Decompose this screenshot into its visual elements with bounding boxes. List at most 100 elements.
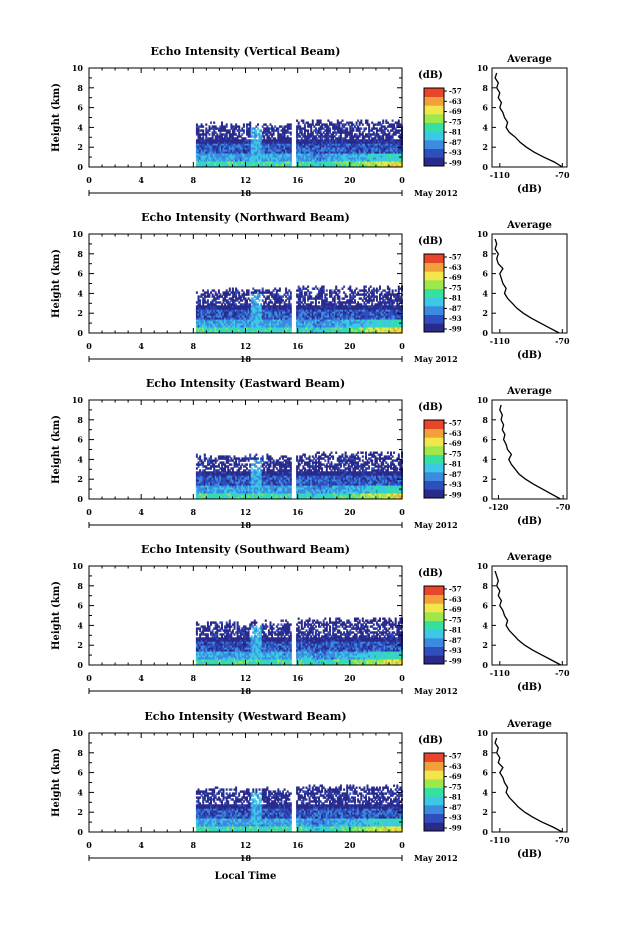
- heatmap-cell: [289, 147, 292, 150]
- heatmap-cell: [285, 149, 288, 152]
- heatmap-cell: [355, 139, 358, 142]
- heatmap-cell: [203, 309, 206, 312]
- heatmap-cell: [258, 147, 261, 150]
- heatmap-cell: [394, 151, 397, 154]
- heatmap-cell: [250, 155, 253, 158]
- heatmap-cell: [233, 131, 236, 134]
- heatmap-cell: [269, 143, 272, 146]
- heatmap-cell: [333, 163, 336, 166]
- heatmap-cell: [372, 155, 375, 158]
- heatmap-cell: [233, 301, 236, 304]
- heatmap-cell: [264, 123, 267, 126]
- heatmap-cell: [296, 165, 299, 168]
- heatmap-cell: [225, 159, 228, 162]
- heatmap-cell: [382, 161, 385, 164]
- heatmap-cell: [297, 127, 300, 130]
- heatmap-cell: [296, 161, 299, 164]
- heatmap-cell: [346, 153, 349, 156]
- heatmap-cell: [336, 147, 339, 150]
- heatmap-cell: [214, 157, 217, 160]
- heatmap-cell: [206, 307, 209, 310]
- heatmap-cell: [355, 161, 358, 164]
- heatmap-cell: [200, 331, 203, 334]
- heatmap-cell: [208, 295, 211, 298]
- heatmap-cell: [341, 165, 344, 168]
- heatmap-cell: [385, 121, 388, 124]
- heatmap-cell: [374, 165, 377, 168]
- heatmap-cell: [307, 163, 310, 166]
- heatmap-cell: [311, 137, 314, 140]
- heatmap-cell: [210, 139, 212, 142]
- colorbar-swatch: [424, 96, 444, 106]
- heatmap-cell: [394, 165, 397, 168]
- panel-1: Echo Intensity (Northward Beam)Height (k…: [51, 211, 570, 364]
- heatmap-cell: [380, 127, 383, 130]
- heatmap-cell: [228, 301, 231, 304]
- heatmap-cell: [365, 159, 367, 162]
- heatmap-cell: [371, 147, 374, 150]
- heatmap-cell: [267, 135, 270, 138]
- heatmap-cell: [360, 165, 363, 168]
- heatmap-cell: [354, 299, 356, 302]
- heatmap-cell: [354, 157, 356, 160]
- heatmap-cell: [227, 157, 230, 160]
- heatmap-cell: [208, 315, 211, 318]
- heatmap-cell: [390, 147, 392, 150]
- heatmap-cell: [349, 135, 352, 138]
- heatmap-cell: [272, 133, 275, 136]
- heatmap-cell: [332, 125, 335, 128]
- heatmap-cell: [310, 159, 313, 162]
- heatmap-cell: [227, 139, 230, 142]
- heatmap-cell: [310, 129, 313, 132]
- heatmap-cell: [313, 139, 316, 142]
- heatmap-cell: [197, 149, 200, 152]
- heatmap-cell: [208, 319, 211, 322]
- heatmap-cell: [225, 133, 228, 136]
- heatmap-cell: [269, 131, 272, 134]
- heatmap-cell: [349, 137, 352, 140]
- heatmap-cell: [336, 127, 339, 130]
- heatmap-cell: [332, 149, 335, 152]
- heatmap-cell: [244, 151, 247, 154]
- colorbar-tick-label: -99: [449, 159, 462, 168]
- heatmap-cell: [197, 159, 200, 162]
- heatmap-cell: [231, 313, 234, 316]
- heatmap-cell: [311, 133, 314, 136]
- heatmap-cell: [236, 161, 239, 164]
- heatmap-cell: [307, 123, 310, 126]
- heatmap-cell: [385, 151, 388, 154]
- heatmap-cell: [206, 145, 209, 148]
- heatmap-cell: [230, 157, 233, 160]
- heatmap-cell: [330, 135, 333, 138]
- heatmap-cell: [224, 291, 227, 294]
- heatmap-cell: [377, 143, 380, 146]
- heatmap-cell: [227, 161, 230, 164]
- heatmap-cell: [346, 151, 349, 154]
- heatmap-cell: [335, 125, 338, 128]
- heatmap-cell: [224, 161, 227, 164]
- heatmap-cell: [339, 133, 342, 136]
- heatmap-cell: [277, 151, 280, 154]
- heatmap-cell: [324, 137, 327, 140]
- heatmap-cell: [271, 145, 274, 148]
- heatmap-cell: [390, 123, 392, 126]
- heatmap-cell: [346, 141, 349, 144]
- heatmap-cell: [203, 141, 206, 144]
- heatmap-cell: [216, 151, 219, 154]
- heatmap-cell: [200, 137, 203, 140]
- heatmap-cell: [385, 165, 388, 168]
- heatmap-cell: [233, 293, 236, 296]
- heatmap-cell: [336, 121, 339, 124]
- heatmap-cell: [380, 163, 383, 166]
- heatmap-cell: [222, 305, 225, 308]
- heatmap-cell: [264, 155, 267, 158]
- heatmap-cell: [208, 161, 211, 164]
- heatmap-cell: [247, 155, 250, 158]
- heatmap-cell: [277, 161, 280, 164]
- heatmap-cell: [233, 145, 236, 148]
- heatmap-cell: [383, 163, 386, 166]
- heatmap-cell: [324, 161, 327, 164]
- heatmap-cell: [302, 147, 305, 150]
- heatmap-cell: [235, 295, 238, 298]
- heatmap-cell: [199, 321, 202, 324]
